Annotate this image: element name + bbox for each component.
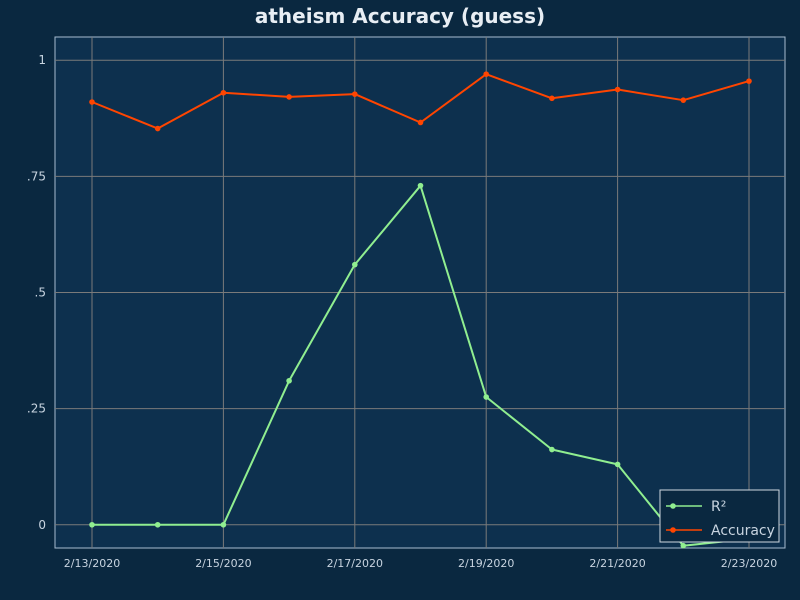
data-point bbox=[680, 542, 687, 549]
data-point bbox=[483, 71, 490, 77]
data-point bbox=[614, 86, 621, 93]
data-point bbox=[549, 95, 555, 102]
data-point bbox=[89, 99, 95, 105]
legend-label: Accuracy bbox=[711, 523, 775, 539]
y-tick-label: 0 bbox=[38, 518, 46, 532]
chart-title: atheism Accuracy (guess) bbox=[254, 4, 546, 28]
y-tick-label: 1 bbox=[38, 53, 46, 67]
legend-label: R² bbox=[711, 499, 726, 515]
data-point bbox=[154, 125, 161, 132]
data-point bbox=[483, 394, 490, 400]
data-point bbox=[680, 97, 687, 103]
data-point bbox=[614, 461, 621, 468]
data-point bbox=[220, 521, 227, 528]
x-tick-label: 2/21/2020 bbox=[589, 557, 645, 570]
x-tick-label: 2/23/2020 bbox=[721, 557, 777, 570]
x-tick-label: 2/17/2020 bbox=[327, 557, 383, 570]
data-point bbox=[746, 78, 752, 84]
legend-marker bbox=[670, 527, 676, 533]
data-point bbox=[417, 119, 424, 126]
legend-box bbox=[659, 489, 780, 543]
x-tick-label: 2/15/2020 bbox=[195, 557, 251, 570]
data-point bbox=[352, 261, 358, 268]
legend-marker bbox=[670, 503, 676, 509]
data-point bbox=[549, 446, 555, 453]
data-point bbox=[89, 521, 95, 528]
data-point bbox=[154, 521, 161, 528]
data-point bbox=[220, 89, 227, 96]
data-point bbox=[286, 94, 292, 100]
data-point bbox=[417, 182, 424, 189]
x-tick-label: 2/19/2020 bbox=[458, 557, 514, 570]
chart-legend: R² Accuracy bbox=[659, 489, 780, 543]
y-tick-label: .75 bbox=[27, 169, 46, 183]
y-tick-label: .5 bbox=[35, 286, 46, 300]
x-tick-label: 2/13/2020 bbox=[64, 557, 120, 570]
data-point bbox=[286, 377, 292, 384]
data-point bbox=[352, 91, 358, 97]
y-tick-label: .25 bbox=[27, 402, 46, 416]
